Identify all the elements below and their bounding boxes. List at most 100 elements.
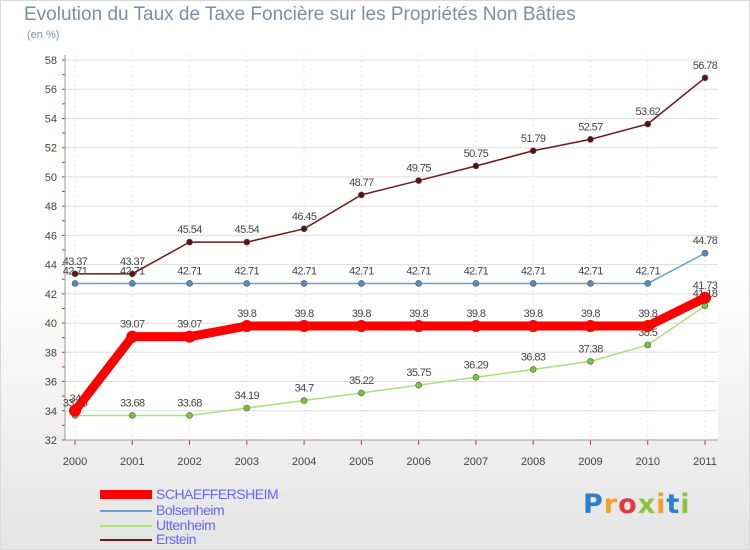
data-point (243, 280, 251, 287)
data-label: 34.7 (295, 383, 314, 395)
legend-label: Bolsenheim (156, 502, 225, 518)
data-label: 42.71 (63, 265, 88, 277)
x-tick-label: 2007 (464, 456, 488, 468)
data-point (128, 270, 136, 278)
logo-letter: t (666, 489, 681, 520)
data-label: 33.68 (120, 397, 145, 409)
x-tick-label: 2000 (63, 456, 87, 468)
x-tick-label: 2011 (693, 456, 717, 468)
data-point (472, 162, 480, 170)
data-label: 43.37 (63, 256, 88, 268)
unit-label: (en %) (27, 29, 60, 41)
legend-swatch (100, 510, 152, 512)
data-point (358, 191, 365, 199)
legend-label: Erstein (156, 531, 197, 547)
logo-letter: i (680, 489, 691, 520)
data-point (243, 238, 251, 246)
data-label: 56.78 (693, 60, 718, 72)
data-point (300, 225, 308, 233)
data-point (701, 74, 709, 82)
data-label: 39.8 (638, 308, 657, 320)
data-point (644, 280, 652, 287)
data-label: 42.71 (578, 265, 603, 277)
data-label: 35.75 (406, 367, 431, 379)
data-label: 44.78 (693, 235, 718, 247)
data-point (128, 412, 136, 419)
data-point (358, 280, 365, 287)
data-point (472, 373, 480, 381)
data-label: 42.71 (521, 265, 546, 277)
y-tick-label: 40 (45, 318, 57, 330)
data-point (527, 320, 540, 332)
y-tick-label: 54 (45, 113, 57, 125)
data-point (128, 280, 136, 287)
logo-letter: i (656, 489, 667, 520)
data-point (69, 404, 81, 417)
data-label: 42.71 (349, 265, 374, 277)
data-label: 35.22 (349, 375, 374, 387)
data-point (298, 320, 311, 332)
data-label: 42.71 (120, 265, 145, 277)
data-point (355, 320, 368, 332)
data-label: 50.75 (464, 148, 489, 160)
data-label: 46.45 (292, 211, 317, 223)
data-point (415, 280, 422, 287)
x-tick-label: 2008 (521, 456, 545, 468)
logo-letter: P (583, 489, 604, 520)
data-label: 48.77 (349, 177, 374, 189)
data-label: 42.71 (235, 265, 260, 277)
data-label: 39.8 (352, 308, 371, 320)
data-label: 36.29 (464, 359, 489, 371)
data-label: 39.8 (466, 308, 485, 320)
data-label: 42.71 (177, 265, 202, 277)
legend-swatch (100, 539, 152, 541)
series-line-bolsenheim (74, 252, 706, 285)
data-label: 39.8 (237, 308, 256, 320)
data-label: 41.73 (693, 280, 718, 292)
data-label: 45.54 (235, 224, 260, 236)
data-point (529, 280, 537, 287)
data-label: 34 (69, 393, 81, 405)
data-label: 39.07 (120, 319, 145, 331)
data-point (71, 280, 79, 287)
x-tick-label: 2002 (177, 456, 201, 468)
data-point (186, 412, 193, 419)
data-label: 42.71 (406, 265, 431, 277)
data-label: 52.57 (578, 121, 603, 133)
legend-swatch (100, 525, 152, 527)
x-tick-label: 2005 (349, 456, 373, 468)
data-label: 33.68 (177, 397, 202, 409)
legend-label: Uttenheim (156, 517, 216, 533)
data-point (126, 330, 139, 343)
data-point (415, 177, 422, 184)
y-tick-label: 44 (45, 260, 57, 272)
data-label: 43.37 (120, 256, 145, 268)
x-tick-label: 2009 (578, 456, 602, 468)
data-label: 51.79 (521, 133, 546, 145)
y-tick-label: 58 (45, 55, 57, 67)
x-tick-label: 2001 (120, 456, 144, 468)
y-tick-label: 38 (45, 347, 57, 359)
data-point (641, 320, 654, 332)
x-tick-label: 2006 (406, 456, 430, 468)
data-point (587, 280, 594, 287)
data-point (358, 389, 365, 397)
y-tick-label: 34 (45, 406, 57, 418)
data-point (240, 320, 253, 332)
data-point (71, 270, 79, 278)
data-label: 42.71 (292, 265, 317, 277)
y-tick-label: 36 (45, 377, 57, 389)
logo-letter: r (603, 489, 619, 520)
logo-letter: o (618, 489, 638, 520)
data-point (183, 330, 196, 343)
legend-label: SCHAEFFERSHEIM (156, 486, 279, 502)
data-label: 34.19 (235, 390, 260, 402)
data-point (186, 280, 193, 287)
x-tick-label: 2010 (635, 456, 659, 468)
data-point (300, 397, 308, 404)
y-tick-label: 56 (45, 84, 57, 96)
legend-swatch (100, 490, 152, 499)
y-tick-label: 48 (45, 201, 57, 213)
y-tick-label: 52 (45, 143, 57, 155)
